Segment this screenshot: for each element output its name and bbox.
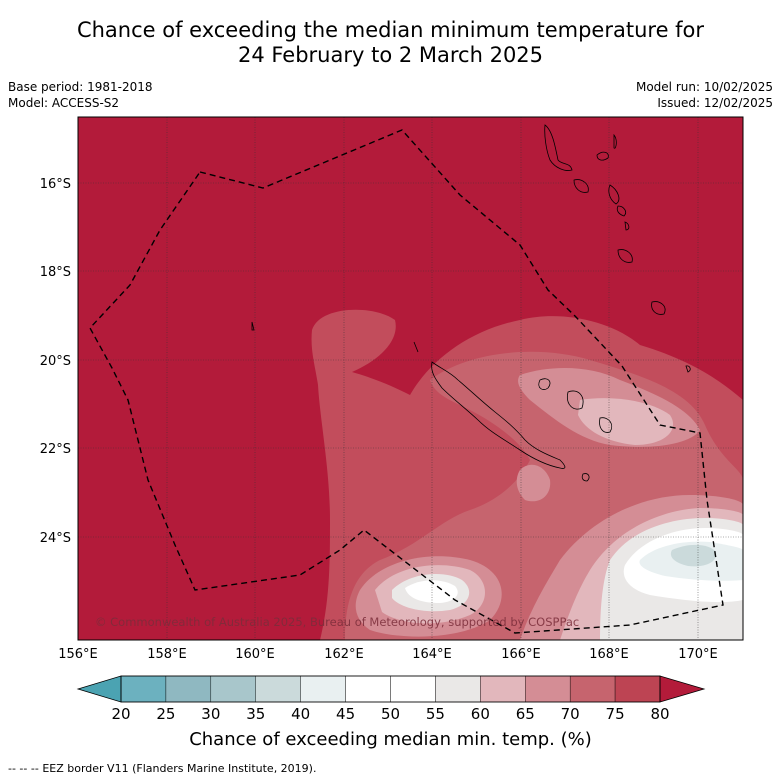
contour-60 <box>578 398 674 445</box>
lon-label-158: 158°E <box>147 647 187 662</box>
loyalty-islands <box>538 378 613 482</box>
contour-50b <box>405 580 458 603</box>
vanuatu-islands <box>544 124 691 373</box>
colorbar-cell <box>165 675 212 703</box>
colorbar-tick-label: 20 <box>111 705 130 723</box>
lon-label-156: 156°E <box>58 647 98 662</box>
lon-label-160: 160°E <box>235 647 275 662</box>
colorbar-tick-labels: 20 25 30 35 40 45 50 55 60 65 70 75 80 <box>111 705 669 723</box>
lat-label-20: 20°S <box>40 354 71 369</box>
colorbar-tick-label: 70 <box>561 705 580 723</box>
colorbar-cell <box>210 675 256 703</box>
coastlines <box>251 124 691 482</box>
colorbar-tick-label: 45 <box>336 705 355 723</box>
map-title: Chance of exceeding the median minimum t… <box>0 18 781 68</box>
base-period: Base period: 1981-2018 <box>8 80 153 94</box>
colorbar-right-arrow <box>659 675 706 703</box>
colorbar-cell <box>614 675 661 703</box>
colorbar-tick-label: 35 <box>246 705 265 723</box>
new-caledonia-island <box>431 361 566 469</box>
colorbar-cell <box>255 675 301 703</box>
copyright-text: © Commonwealth of Australia 2025, Bureau… <box>95 615 579 629</box>
lat-label-18: 18°S <box>40 265 71 280</box>
lon-label-164: 164°E <box>412 647 452 662</box>
colorbar-label: Chance of exceeding median min. temp. (%… <box>189 729 592 750</box>
meta-left: Base period: 1981-2018 Model: ACCESS-S2 <box>8 79 153 111</box>
contour-35 <box>670 544 717 567</box>
lat-label-24: 24°S <box>40 531 71 546</box>
colorbar-tick-label: 40 <box>291 705 310 723</box>
map-title-line1: Chance of exceeding the median minimum t… <box>76 18 705 42</box>
eez-legend: -- -- -- EEZ border V11 (Flanders Marine… <box>8 762 316 775</box>
colorbar-tick-label: 65 <box>516 705 535 723</box>
colorbar-cell <box>390 675 436 703</box>
graticule <box>78 117 743 640</box>
model-run: Model run: 10/02/2025 <box>635 80 773 94</box>
colorbar-tick-label: 50 <box>381 705 400 723</box>
colorbar-cell <box>120 675 167 703</box>
colorbar-tick-label: 30 <box>201 705 220 723</box>
colorbar: 20 25 30 35 40 45 50 55 60 65 70 75 80 <box>76 675 706 723</box>
colorbar-tick-label: 25 <box>156 705 175 723</box>
issued-date: Issued: 12/02/2025 <box>657 96 773 110</box>
lon-labels: 156°E 158°E 160°E 162°E 164°E 166°E 168°… <box>58 647 718 662</box>
colorbar-cell <box>300 675 346 703</box>
colorbar-tick-label: 60 <box>471 705 490 723</box>
colorbar-cell <box>480 675 526 703</box>
eez-legend-text: EEZ border V11 (Flanders Marine Institut… <box>42 762 317 775</box>
model-name: Model: ACCESS-S2 <box>8 96 120 110</box>
colorbar-left-arrow <box>76 675 122 703</box>
eez-border <box>89 129 724 634</box>
map-frame <box>77 116 744 641</box>
colorbar-cells <box>120 675 661 703</box>
lat-labels: 16°S 18°S 20°S 22°S 24°S <box>40 177 71 546</box>
lon-label-168: 168°E <box>589 647 629 662</box>
colorbar-tick-label: 80 <box>650 705 669 723</box>
colorbar-cell <box>525 675 571 703</box>
colorbar-cell <box>435 675 481 703</box>
lon-label-166: 166°E <box>501 647 541 662</box>
lat-label-22: 22°S <box>40 442 71 457</box>
contour-fields <box>311 309 743 640</box>
lon-label-170: 170°E <box>678 647 718 662</box>
lat-label-16: 16°S <box>40 177 71 192</box>
meta-right: Model run: 10/02/2025 Issued: 12/02/2025 <box>636 79 773 111</box>
colorbar-frame <box>120 675 661 703</box>
colorbar-tick-label: 75 <box>606 705 625 723</box>
lon-label-162: 162°E <box>324 647 364 662</box>
colorbar-cell <box>569 675 616 703</box>
contour-65b <box>516 464 551 502</box>
colorbar-cell <box>345 675 391 703</box>
chesterfield-islets <box>251 321 419 353</box>
map-title-line2: 24 February to 2 March 2025 <box>237 43 544 67</box>
eez-legend-line: -- -- -- <box>8 762 39 775</box>
colorbar-tick-label: 55 <box>426 705 445 723</box>
